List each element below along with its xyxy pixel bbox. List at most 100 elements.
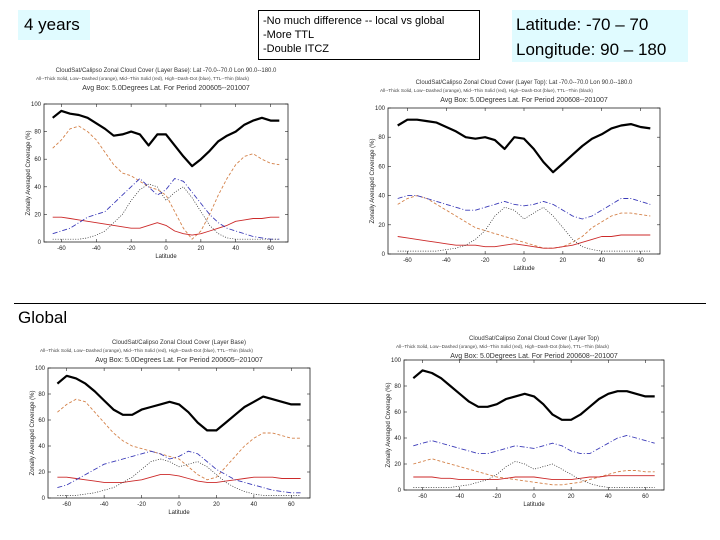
chart-subtitle: Avg Box: 5.0Degrees Lat. For Period 2006… [440, 97, 608, 104]
series-line-high [413, 434, 655, 455]
x-tick-label: 40 [232, 246, 239, 252]
chart-bottom-right: CloudSat/Calipso Zonal Cloud Cover (Laye… [386, 336, 665, 508]
plot-frame [47, 367, 311, 499]
y-tick-label: 60 [34, 157, 41, 163]
series-line-mid [57, 474, 301, 483]
y-axis-label: Zonally Averaged Coverage (%) [26, 131, 32, 216]
note-line: -No much difference -- local vs global [263, 15, 445, 27]
note-line: -More TTL [263, 29, 315, 41]
series-line-ttl [397, 206, 651, 252]
four-years-label: 4 years [18, 10, 90, 40]
series-line-all [412, 369, 655, 421]
y-tick-label: 40 [394, 436, 401, 442]
series-line-ttl [57, 458, 301, 496]
chart-legend-text: All--Thick Solid, Low--Dashed (orange), … [396, 344, 609, 349]
x-tick-label: -60 [57, 246, 66, 252]
y-tick-label: 100 [375, 106, 386, 112]
series-line-mid [413, 475, 655, 481]
y-tick-label: 80 [378, 135, 385, 141]
series-line-mid [52, 216, 280, 236]
x-tick-label: -40 [92, 246, 101, 252]
region-box: Latitude: -70 – 70 Longitude: 90 – 180 [512, 10, 688, 62]
series-line-low [413, 458, 655, 486]
section-divider [14, 303, 706, 304]
x-tick-label: 0 [177, 502, 181, 508]
series-line-all [56, 374, 301, 432]
x-tick-label: -20 [127, 246, 136, 252]
x-tick-label: 40 [605, 494, 612, 500]
chart-subtitle: Avg Box: 5.0Degrees Lat. For Period 2006… [450, 353, 618, 360]
y-tick-label: 40 [378, 194, 385, 200]
y-tick-label: 60 [38, 418, 45, 424]
y-tick-label: 40 [38, 444, 45, 450]
x-tick-label: 60 [267, 246, 274, 252]
series-line-high [52, 178, 280, 240]
chart-legend-text: All--Thick Solid, Low--Dashed (orange), … [380, 88, 593, 93]
y-tick-label: 80 [38, 392, 45, 398]
chart-title: CloudSat/Calipso Zonal Cloud Cover (Laye… [469, 336, 599, 342]
chart-legend-text: All--Thick Solid, Low--Dashed (orange), … [36, 76, 249, 81]
x-tick-label: 20 [213, 502, 220, 508]
y-tick-label: 20 [38, 470, 45, 476]
y-tick-label: 60 [378, 164, 385, 170]
y-tick-label: 20 [34, 212, 41, 218]
x-axis-label: Latitude [168, 510, 190, 516]
chart-top-right: CloudSat/Calipso Zonal Cloud Cover (Laye… [370, 80, 661, 272]
y-tick-label: 0 [398, 488, 402, 494]
x-tick-label: -60 [403, 258, 412, 264]
x-tick-label: -20 [493, 494, 502, 500]
y-axis-label: Zonally Averaged Coverage (%) [386, 383, 392, 468]
x-tick-label: -20 [137, 502, 146, 508]
x-tick-label: 20 [568, 494, 575, 500]
x-tick-label: 20 [560, 258, 567, 264]
y-tick-label: 60 [394, 410, 401, 416]
series-line-all [52, 109, 280, 168]
series-line-ttl [413, 461, 655, 488]
y-axis-label: Zonally Averaged Coverage (%) [370, 139, 376, 224]
x-tick-label: -60 [418, 494, 427, 500]
y-tick-label: 0 [382, 252, 386, 258]
y-tick-label: 0 [38, 240, 42, 246]
x-tick-label: -60 [62, 502, 71, 508]
chart-bottom-left: CloudSat/Calipso Zonal Cloud Cover (Laye… [30, 340, 311, 516]
series-line-low [52, 125, 280, 240]
x-tick-label: -40 [455, 494, 464, 500]
y-axis-label: Zonally Averaged Coverage (%) [30, 391, 36, 476]
x-tick-label: 20 [198, 246, 205, 252]
series-line-low [397, 195, 651, 249]
series-line-all [397, 118, 651, 174]
series-line-mid [397, 234, 651, 249]
y-tick-label: 100 [35, 366, 46, 372]
chart-top-left: CloudSat/Calipso Zonal Cloud Cover (Laye… [26, 68, 289, 260]
note-line: -Double ITCZ [263, 43, 330, 55]
global-label: Global [18, 308, 68, 327]
series-line-high [397, 195, 651, 220]
chart-subtitle: Avg Box: 5.0Degrees Lat. For Period 2006… [82, 85, 250, 92]
latitude-range: Latitude: -70 – 70 [516, 15, 649, 34]
y-tick-label: 80 [34, 130, 41, 136]
x-axis-label: Latitude [523, 502, 545, 508]
chart-title: CloudSat/Calipso Zonal Cloud Cover (Laye… [416, 80, 633, 86]
plot-frame [387, 107, 661, 255]
x-tick-label: 60 [637, 258, 644, 264]
y-tick-label: 20 [378, 223, 385, 229]
y-tick-label: 100 [31, 102, 42, 108]
x-tick-label: 0 [532, 494, 536, 500]
chart-subtitle: Avg Box: 5.0Degrees Lat. For Period 2006… [95, 357, 263, 364]
y-tick-label: 100 [391, 358, 402, 364]
y-tick-label: 20 [394, 462, 401, 468]
notes-box: -No much difference -- local vs global -… [258, 10, 480, 60]
x-tick-label: -40 [100, 502, 109, 508]
series-line-low [57, 398, 301, 481]
x-tick-label: 40 [251, 502, 258, 508]
y-tick-label: 40 [34, 185, 41, 191]
x-tick-label: 40 [598, 258, 605, 264]
series-line-high [57, 450, 301, 494]
y-tick-label: 0 [42, 496, 46, 502]
longitude-range: Longitude: 90 – 180 [516, 40, 667, 59]
x-tick-label: -20 [481, 258, 490, 264]
y-tick-label: 80 [394, 384, 401, 390]
chart-title: CloudSat/Calipso Zonal Cloud Cover (Laye… [112, 340, 246, 346]
x-axis-label: Latitude [155, 254, 177, 260]
x-tick-label: 60 [288, 502, 295, 508]
